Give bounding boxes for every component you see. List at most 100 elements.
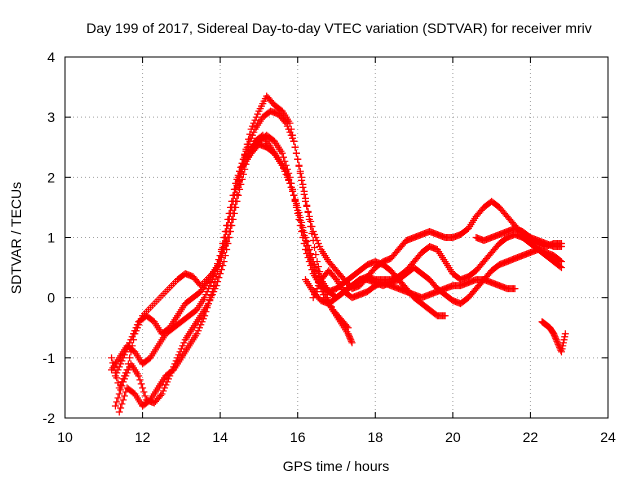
x-tick-label: 24 <box>600 429 616 445</box>
data-point-marker <box>307 262 315 270</box>
data-point-marker <box>123 369 131 377</box>
data-point-marker <box>111 402 119 410</box>
data-point-marker <box>159 387 167 395</box>
data-point-marker <box>133 321 141 329</box>
data-point-marker <box>312 251 320 259</box>
data-point-marker <box>348 339 356 347</box>
data-point-marker <box>210 283 218 291</box>
data-point-marker <box>252 113 260 121</box>
data-point-marker <box>287 179 295 187</box>
data-point-marker <box>556 257 564 265</box>
x-tick-label: 10 <box>57 429 73 445</box>
data-point-marker <box>114 366 122 374</box>
data-point-marker <box>226 203 234 211</box>
y-tick-label: -1 <box>43 350 56 366</box>
data-point-marker <box>286 173 294 181</box>
data-point-marker <box>295 161 303 169</box>
data-point-marker <box>559 342 567 350</box>
data-point-marker <box>283 122 291 130</box>
data-point-marker <box>113 369 121 377</box>
data-point-marker <box>120 375 128 383</box>
data-point-marker <box>194 327 202 335</box>
data-point-marker <box>347 337 355 345</box>
data-point-marker <box>217 246 225 254</box>
series-track-9 <box>538 318 569 356</box>
data-point-marker <box>307 222 315 230</box>
x-tick-label: 12 <box>135 429 151 445</box>
y-tick-label: 4 <box>47 49 55 65</box>
data-point-marker <box>248 131 256 139</box>
series-track-7 <box>301 230 565 308</box>
data-point-marker <box>554 340 562 348</box>
data-point-marker <box>316 243 324 251</box>
data-point-marker <box>305 215 313 223</box>
data-point-marker <box>290 191 298 199</box>
data-point-marker <box>305 258 313 266</box>
data-point-marker <box>119 396 127 404</box>
data-point-marker <box>193 330 201 338</box>
data-point-marker <box>283 165 291 173</box>
data-point-marker <box>161 384 169 392</box>
data-point-marker <box>344 330 352 338</box>
data-point-marker <box>220 234 228 241</box>
data-point-marker <box>295 208 303 216</box>
data-point-marker <box>559 339 567 347</box>
data-point-marker <box>234 171 242 179</box>
data-point-marker <box>215 256 223 264</box>
data-point-marker <box>250 128 258 136</box>
data-point-marker <box>238 159 246 167</box>
data-point-marker <box>223 221 231 229</box>
data-point-marker <box>216 252 224 260</box>
data-point-marker <box>301 246 309 254</box>
y-axis-label: SDTVAR / TECUs <box>8 182 24 294</box>
data-point-marker <box>207 292 215 300</box>
data-point-marker <box>139 384 147 392</box>
data-point-marker <box>304 254 312 262</box>
data-point-marker <box>308 266 316 274</box>
plot-area <box>108 92 569 416</box>
data-point-marker <box>300 240 308 248</box>
data-point-marker <box>313 285 321 293</box>
data-point-marker <box>279 153 287 161</box>
chart-title: Day 199 of 2017, Sidereal Day-to-day VTE… <box>86 20 591 36</box>
data-point-marker <box>296 167 304 175</box>
data-point-marker <box>292 149 300 157</box>
data-point-marker <box>115 408 123 416</box>
data-point-marker <box>441 312 449 320</box>
data-point-marker <box>236 167 244 175</box>
data-point-marker <box>281 118 289 126</box>
data-point-marker <box>136 376 144 384</box>
data-point-marker <box>202 291 210 299</box>
data-point-marker <box>199 315 207 323</box>
data-point-marker <box>282 119 290 127</box>
data-point-marker <box>137 380 145 388</box>
data-point-marker <box>552 334 560 342</box>
data-point-marker <box>550 330 558 338</box>
data-point-marker <box>294 155 302 163</box>
data-point-marker <box>561 333 569 341</box>
data-point-marker <box>237 163 245 171</box>
data-point-marker <box>251 116 259 124</box>
data-point-marker <box>300 187 308 195</box>
data-point-marker <box>303 201 311 209</box>
data-point-marker <box>312 264 320 272</box>
data-point-marker <box>202 308 210 316</box>
series-track-6 <box>309 267 519 302</box>
data-point-marker <box>296 221 304 229</box>
data-point-marker <box>313 267 321 275</box>
data-point-marker <box>286 128 294 136</box>
data-point-marker <box>294 209 302 217</box>
data-point-marker <box>205 300 213 308</box>
data-point-marker <box>157 391 165 399</box>
x-tick-label: 14 <box>212 429 228 445</box>
data-point-marker <box>556 263 564 271</box>
data-point-marker <box>114 394 122 402</box>
data-point-marker <box>140 388 148 396</box>
data-point-marker <box>205 285 213 293</box>
data-point-marker <box>219 240 227 248</box>
y-tick-label: 0 <box>47 290 55 306</box>
y-tick-label: 2 <box>47 169 55 185</box>
data-point-marker <box>124 366 132 374</box>
data-point-marker <box>113 398 121 406</box>
